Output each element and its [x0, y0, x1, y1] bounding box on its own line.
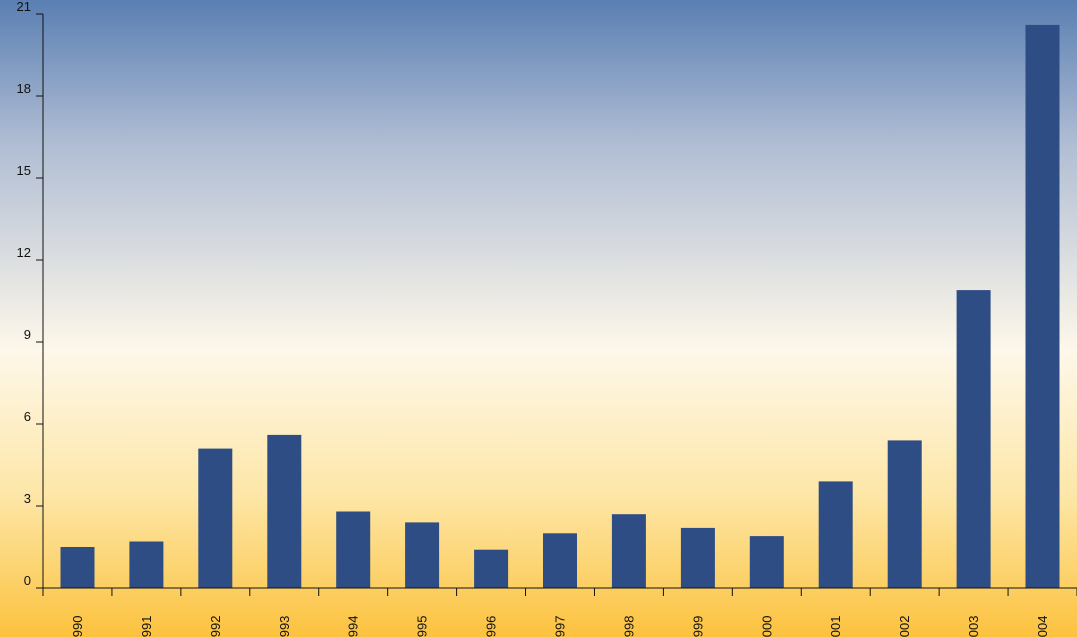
y-tick-label: 0	[24, 573, 31, 588]
x-tick-label: 1991	[139, 616, 154, 637]
y-tick-label: 6	[24, 409, 31, 424]
y-tick-label: 21	[17, 0, 31, 14]
x-tick-label: 1995	[415, 616, 430, 637]
bar-2000	[749, 536, 784, 588]
x-tick-label: 2001	[828, 616, 843, 637]
x-tick-label: 1998	[621, 616, 636, 637]
x-tick-label: 1992	[208, 616, 223, 637]
x-tick-label: 2004	[1035, 616, 1050, 637]
x-tick-label: 2000	[759, 616, 774, 637]
y-tick-label: 18	[17, 81, 31, 96]
y-tick-label: 12	[17, 245, 31, 260]
bar-2004	[1025, 24, 1060, 588]
bar-1996	[474, 549, 509, 588]
bar-1999	[680, 527, 715, 588]
bar-1993	[267, 434, 302, 588]
axes-layer: 0 3 6 9 12 15 18 21 1990 1991 1992 1993 1994 1995 1996…	[17, 0, 1077, 637]
x-tick-label: 1993	[277, 616, 292, 637]
bar-1997	[543, 533, 577, 588]
x-tick-label: 1996	[484, 616, 499, 637]
y-tick-label: 15	[17, 163, 31, 178]
bar-1990	[60, 547, 95, 588]
x-tick-label: 1990	[70, 616, 85, 637]
x-tick-label: 2002	[897, 616, 912, 637]
bar-1992	[198, 448, 233, 588]
y-tick-label: 3	[24, 491, 31, 506]
bar-1994	[336, 511, 371, 588]
bar-2003	[956, 290, 991, 588]
x-tick-label: 1999	[690, 616, 705, 637]
x-tick-label: 2003	[966, 616, 981, 637]
bar-2001	[818, 481, 853, 588]
bar-1991	[129, 541, 164, 588]
bars-layer	[60, 24, 1060, 588]
bar-1995	[405, 522, 440, 588]
bar-1998	[611, 514, 646, 588]
x-tick-label: 1997	[553, 616, 568, 637]
x-tick-label: 1994	[346, 616, 361, 637]
bar-2002	[887, 440, 922, 588]
y-tick-label: 9	[24, 327, 31, 342]
